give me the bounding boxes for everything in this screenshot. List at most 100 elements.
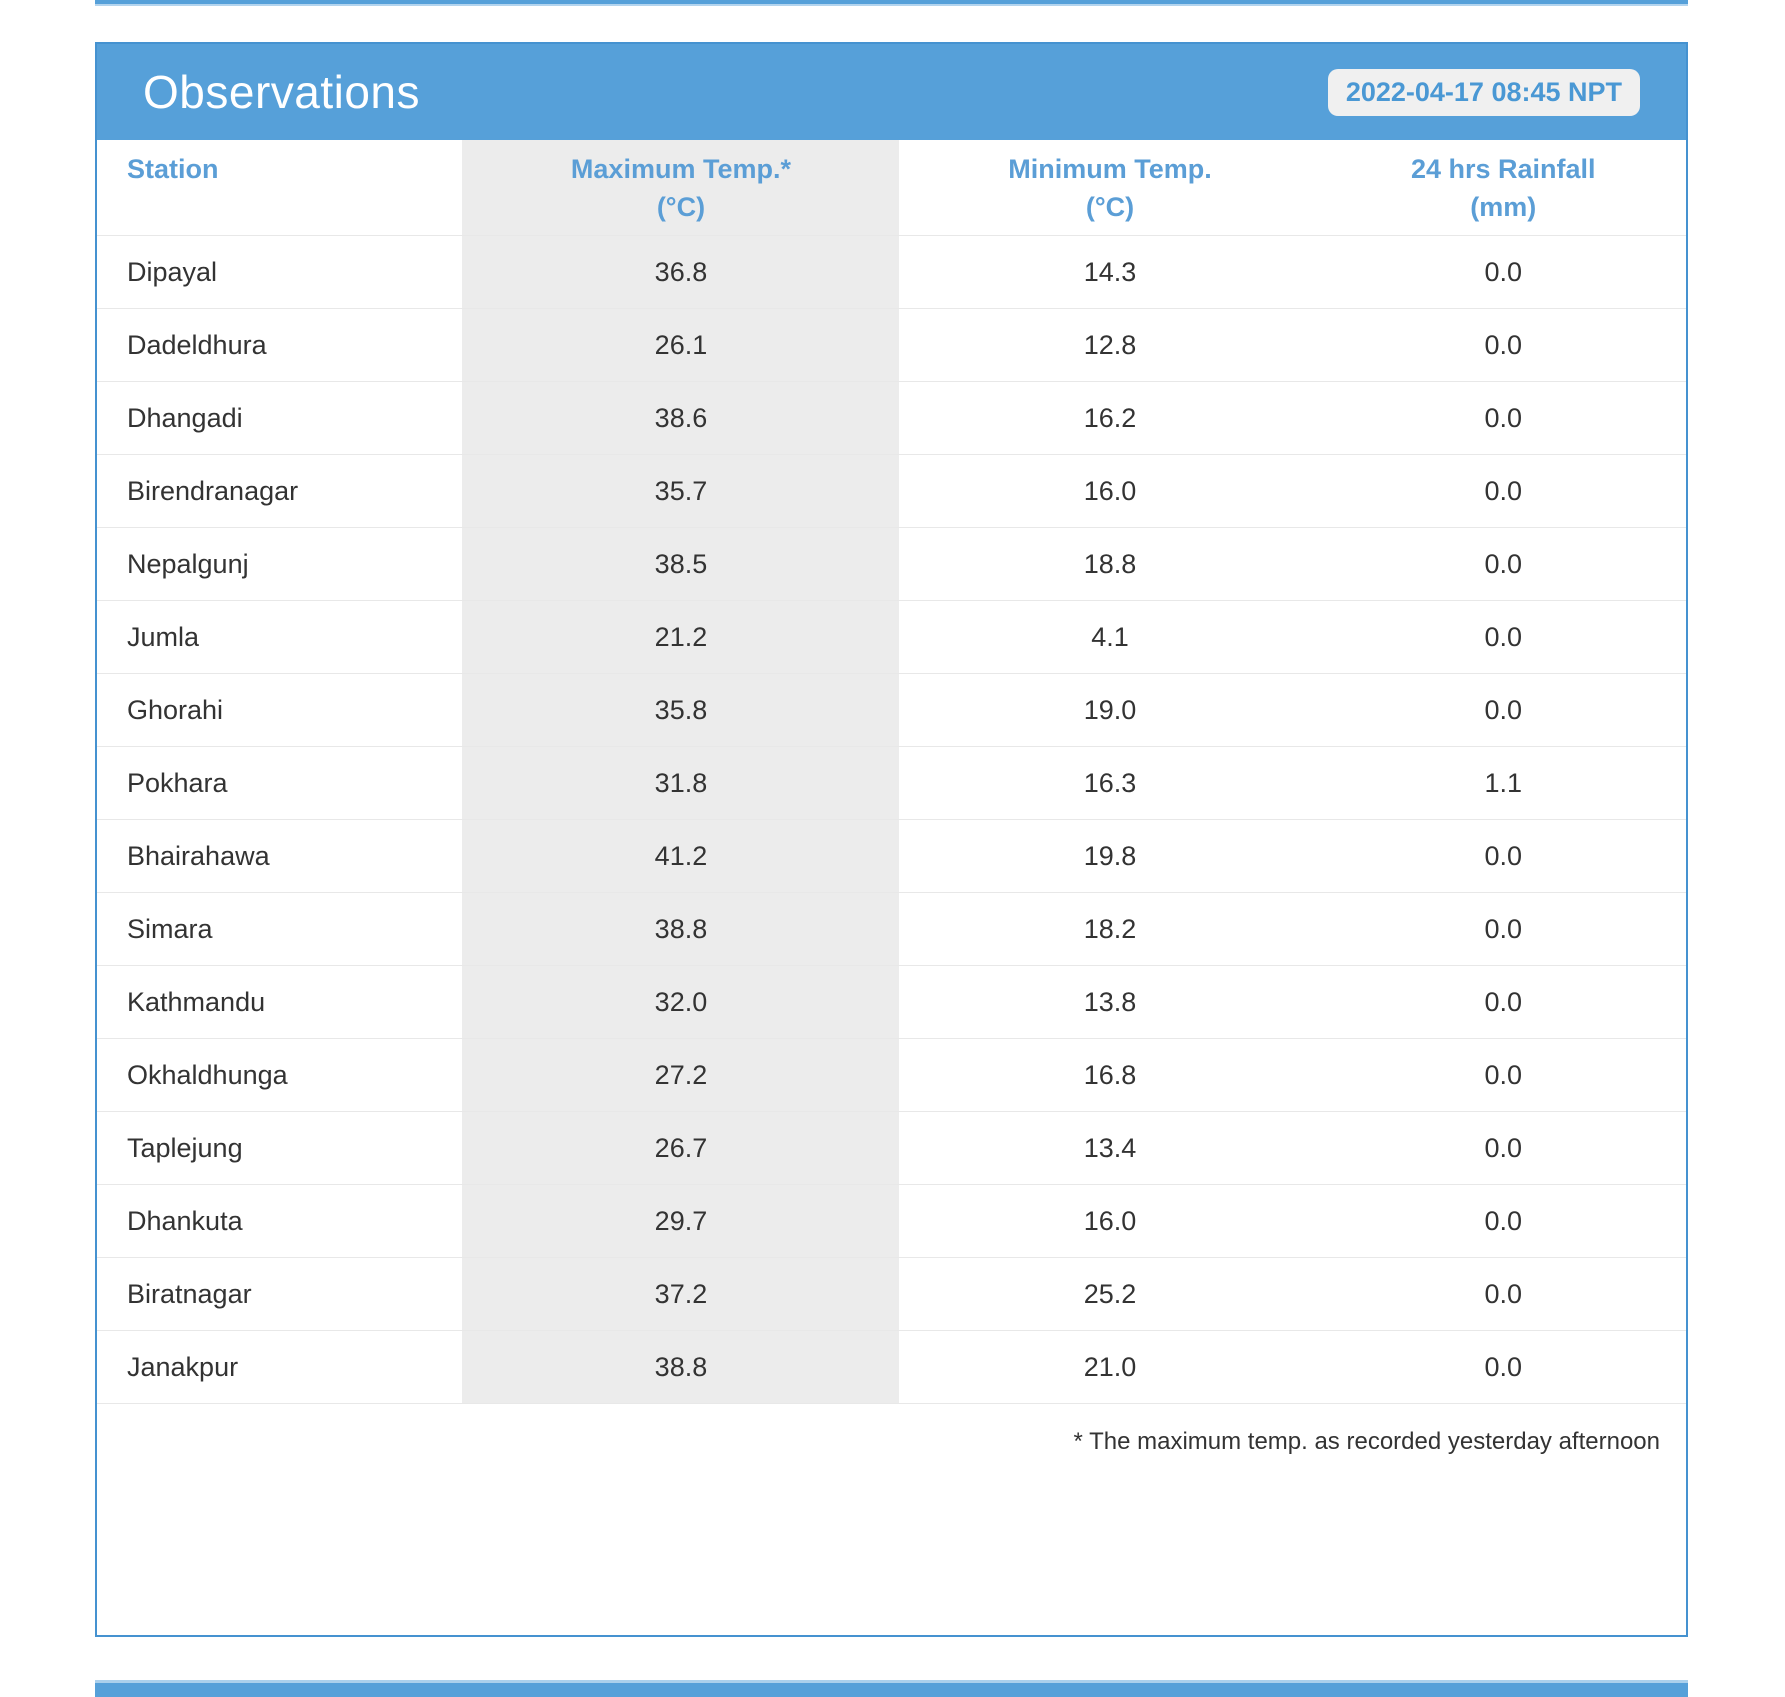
station-cell: Biratnagar — [97, 1257, 463, 1331]
table-row: Janakpur 38.8 21.0 0.0 — [97, 1330, 1686, 1404]
rainfall-cell: 0.0 — [1320, 454, 1686, 528]
min-temp-cell: 19.0 — [899, 673, 1321, 747]
table-row: Dadeldhura 26.1 12.8 0.0 — [97, 308, 1686, 382]
station-cell: Nepalgunj — [97, 527, 463, 601]
station-cell: Jumla — [97, 600, 463, 674]
observations-table: Station Maximum Temp.* (°C) Minimum Temp… — [97, 140, 1686, 1498]
max-temp-cell: 29.7 — [462, 1184, 900, 1258]
max-temp-cell: 27.2 — [462, 1038, 900, 1112]
min-temp-cell: 16.0 — [899, 1184, 1321, 1258]
observations-card: Observations 2022-04-17 08:45 NPT Statio… — [95, 42, 1688, 1637]
table-row: Nepalgunj 38.5 18.8 0.0 — [97, 527, 1686, 601]
max-temp-cell: 26.7 — [462, 1111, 900, 1185]
min-temp-cell: 16.0 — [899, 454, 1321, 528]
min-temp-cell: 18.2 — [899, 892, 1321, 966]
column-header-max-temp-unit: (°C) — [656, 192, 706, 222]
table-row: Pokhara 31.8 16.3 1.1 — [97, 746, 1686, 820]
station-cell: Pokhara — [97, 746, 463, 820]
table-row: Ghorahi 35.8 19.0 0.0 — [97, 673, 1686, 747]
column-header-rainfall-unit: (mm) — [1470, 192, 1537, 222]
min-temp-cell: 19.8 — [899, 819, 1321, 893]
max-temp-cell: 36.8 — [462, 235, 900, 309]
min-temp-cell: 18.8 — [899, 527, 1321, 601]
table-row: Birendranagar 35.7 16.0 0.0 — [97, 454, 1686, 528]
table-row: Biratnagar 37.2 25.2 0.0 — [97, 1257, 1686, 1331]
max-temp-cell: 38.8 — [462, 892, 900, 966]
rainfall-cell: 1.1 — [1320, 746, 1686, 820]
table-row: Simara 38.8 18.2 0.0 — [97, 892, 1686, 966]
max-temp-cell: 35.7 — [462, 454, 900, 528]
rainfall-cell: 0.0 — [1320, 1111, 1686, 1185]
table-row: Taplejung 26.7 13.4 0.0 — [97, 1111, 1686, 1185]
station-cell: Taplejung — [97, 1111, 463, 1185]
observations-card-header: Observations 2022-04-17 08:45 NPT — [97, 44, 1686, 140]
station-cell: Kathmandu — [97, 965, 463, 1039]
column-header-max-temp-label: Maximum Temp.* — [570, 154, 791, 184]
min-temp-cell: 16.3 — [899, 746, 1321, 820]
min-temp-cell: 14.3 — [899, 235, 1321, 309]
table-row: Kathmandu 32.0 13.8 0.0 — [97, 965, 1686, 1039]
station-cell: Okhaldhunga — [97, 1038, 463, 1112]
rainfall-cell: 0.0 — [1320, 527, 1686, 601]
station-cell: Bhairahawa — [97, 819, 463, 893]
max-temp-cell: 32.0 — [462, 965, 900, 1039]
column-header-rainfall-label: 24 hrs Rainfall — [1410, 154, 1596, 184]
min-temp-cell: 21.0 — [899, 1330, 1321, 1404]
min-temp-cell: 13.4 — [899, 1111, 1321, 1185]
footnote: * The maximum temp. as recorded yesterda… — [97, 1403, 1686, 1498]
max-temp-cell: 31.8 — [462, 746, 900, 820]
min-temp-cell: 16.8 — [899, 1038, 1321, 1112]
timestamp-badge: 2022-04-17 08:45 NPT — [1327, 68, 1640, 116]
rainfall-cell: 0.0 — [1320, 1038, 1686, 1112]
rainfall-cell: 0.0 — [1320, 965, 1686, 1039]
next-section-top-strip — [95, 1680, 1688, 1697]
max-temp-cell: 38.6 — [462, 381, 900, 455]
station-cell: Ghorahi — [97, 673, 463, 747]
table-footer-row: * The maximum temp. as recorded yesterda… — [97, 1403, 1686, 1498]
column-header-max-temp: Maximum Temp.* (°C) — [462, 140, 900, 236]
min-temp-cell: 16.2 — [899, 381, 1321, 455]
previous-section-bottom-strip — [95, 0, 1688, 6]
rainfall-cell: 0.0 — [1320, 1330, 1686, 1404]
rainfall-cell: 0.0 — [1320, 600, 1686, 674]
station-cell: Birendranagar — [97, 454, 463, 528]
station-cell: Dhankuta — [97, 1184, 463, 1258]
table-header-row: Station Maximum Temp.* (°C) Minimum Temp… — [97, 140, 1686, 236]
station-cell: Dadeldhura — [97, 308, 463, 382]
column-header-min-temp-unit: (°C) — [1085, 192, 1135, 222]
column-header-station-label: Station — [127, 154, 219, 184]
table-row: Dipayal 36.8 14.3 0.0 — [97, 235, 1686, 309]
min-temp-cell: 4.1 — [899, 600, 1321, 674]
table-row: Dhankuta 29.7 16.0 0.0 — [97, 1184, 1686, 1258]
station-cell: Janakpur — [97, 1330, 463, 1404]
column-header-min-temp-label: Minimum Temp. — [1008, 154, 1212, 184]
min-temp-cell: 25.2 — [899, 1257, 1321, 1331]
station-cell: Simara — [97, 892, 463, 966]
max-temp-cell: 21.2 — [462, 600, 900, 674]
column-header-station: Station — [97, 140, 462, 236]
max-temp-cell: 38.8 — [462, 1330, 900, 1404]
max-temp-cell: 41.2 — [462, 819, 900, 893]
rainfall-cell: 0.0 — [1320, 308, 1686, 382]
table-row: Dhangadi 38.6 16.2 0.0 — [97, 381, 1686, 455]
table-row: Jumla 21.2 4.1 0.0 — [97, 600, 1686, 674]
rainfall-cell: 0.0 — [1320, 892, 1686, 966]
rainfall-cell: 0.0 — [1320, 381, 1686, 455]
station-cell: Dipayal — [97, 235, 463, 309]
rainfall-cell: 0.0 — [1320, 673, 1686, 747]
rainfall-cell: 0.0 — [1320, 1257, 1686, 1331]
min-temp-cell: 12.8 — [899, 308, 1321, 382]
rainfall-cell: 0.0 — [1320, 235, 1686, 309]
column-header-rainfall: 24 hrs Rainfall (mm) — [1321, 140, 1686, 236]
table-row: Bhairahawa 41.2 19.8 0.0 — [97, 819, 1686, 893]
max-temp-cell: 38.5 — [462, 527, 900, 601]
rainfall-cell: 0.0 — [1320, 1184, 1686, 1258]
table-row: Okhaldhunga 27.2 16.8 0.0 — [97, 1038, 1686, 1112]
max-temp-cell: 35.8 — [462, 673, 900, 747]
max-temp-cell: 26.1 — [462, 308, 900, 382]
column-header-min-temp: Minimum Temp. (°C) — [899, 140, 1320, 236]
rainfall-cell: 0.0 — [1320, 819, 1686, 893]
station-cell: Dhangadi — [97, 381, 463, 455]
max-temp-cell: 37.2 — [462, 1257, 900, 1331]
page-title: Observations — [143, 66, 421, 118]
